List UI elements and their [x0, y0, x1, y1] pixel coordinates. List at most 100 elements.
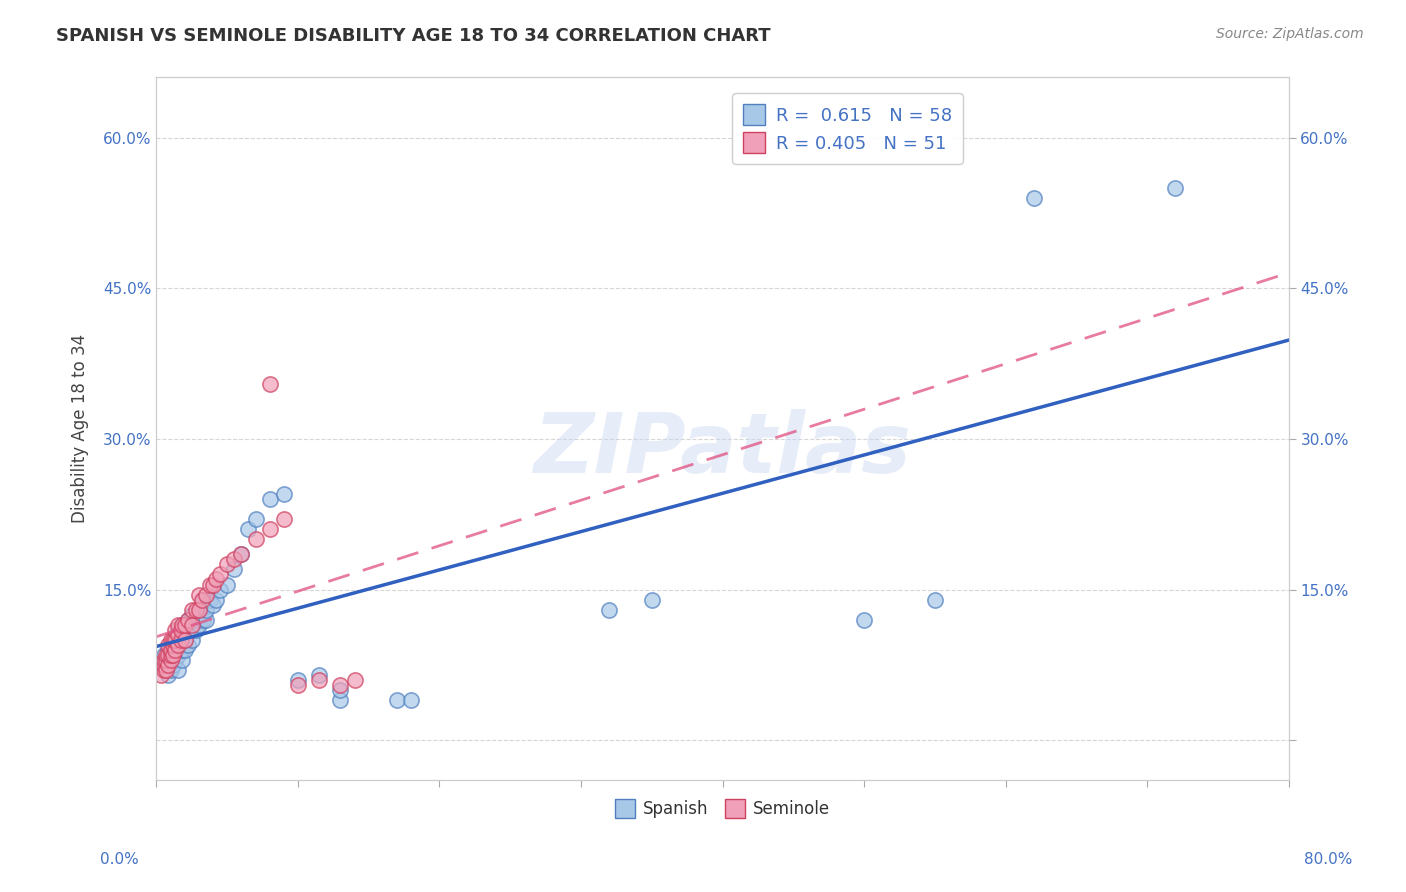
Point: [159, 638, 181, 652]
Point: [184, 623, 207, 637]
Point: [231, 548, 253, 562]
Point: [180, 607, 202, 622]
Point: [155, 663, 177, 677]
Point: [166, 638, 188, 652]
Point: [159, 653, 181, 667]
Point: [166, 648, 188, 662]
Point: [162, 642, 184, 657]
Point: [200, 577, 222, 591]
Point: [163, 638, 186, 652]
Legend: Spanish, Seminole: Spanish, Seminole: [607, 792, 837, 825]
Point: [163, 632, 186, 647]
Point: [287, 673, 309, 687]
Point: [329, 693, 352, 707]
Point: [176, 613, 198, 627]
Point: [399, 693, 422, 707]
Point: [156, 642, 179, 657]
Text: 80.0%: 80.0%: [1305, 852, 1353, 867]
Point: [163, 623, 186, 637]
Point: [217, 577, 239, 591]
Point: [166, 628, 188, 642]
Point: [200, 592, 222, 607]
Point: [187, 602, 209, 616]
Text: 0.0%: 0.0%: [100, 852, 139, 867]
Point: [193, 613, 215, 627]
Point: [162, 632, 184, 647]
Point: [195, 588, 218, 602]
Point: [176, 638, 198, 652]
Point: [169, 623, 191, 637]
Point: [180, 632, 202, 647]
Point: [195, 602, 218, 616]
Point: [205, 592, 228, 607]
Point: [162, 638, 184, 652]
Point: [184, 613, 207, 627]
Point: [152, 663, 174, 677]
Point: [156, 648, 179, 662]
Point: [170, 653, 193, 667]
Point: [173, 642, 195, 657]
Point: [191, 592, 214, 607]
Text: ZIPatlas: ZIPatlas: [533, 409, 911, 491]
Point: [176, 613, 198, 627]
Point: [187, 602, 209, 616]
Point: [176, 623, 198, 637]
Point: [598, 602, 620, 616]
Point: [184, 602, 207, 616]
Point: [224, 562, 246, 576]
Point: [195, 613, 218, 627]
Point: [163, 642, 186, 657]
Point: [152, 657, 174, 672]
Point: [245, 512, 267, 526]
Text: SPANISH VS SEMINOLE DISABILITY AGE 18 TO 34 CORRELATION CHART: SPANISH VS SEMINOLE DISABILITY AGE 18 TO…: [56, 27, 770, 45]
Point: [152, 648, 174, 662]
Point: [159, 642, 181, 657]
Point: [202, 598, 225, 612]
Point: [163, 653, 186, 667]
Point: [924, 592, 946, 607]
Point: [273, 512, 295, 526]
Point: [159, 648, 181, 662]
Point: [156, 638, 179, 652]
Point: [159, 653, 181, 667]
Point: [259, 522, 281, 536]
Point: [173, 632, 195, 647]
Point: [187, 617, 209, 632]
Point: [166, 623, 188, 637]
Point: [238, 522, 260, 536]
Text: Source: ZipAtlas.com: Source: ZipAtlas.com: [1216, 27, 1364, 41]
Point: [1164, 181, 1187, 195]
Point: [224, 552, 246, 566]
Point: [217, 558, 239, 572]
Point: [169, 632, 191, 647]
Point: [159, 632, 181, 647]
Point: [209, 582, 232, 597]
Point: [166, 617, 188, 632]
Point: [329, 678, 352, 692]
Point: [162, 648, 184, 662]
Point: [155, 657, 177, 672]
Point: [155, 653, 177, 667]
Point: [259, 492, 281, 507]
Point: [202, 577, 225, 591]
Point: [166, 663, 188, 677]
Point: [385, 693, 408, 707]
Point: [641, 592, 664, 607]
Point: [205, 573, 228, 587]
Point: [180, 602, 202, 616]
Point: [156, 668, 179, 682]
Point: [308, 668, 330, 682]
Point: [1022, 191, 1045, 205]
Point: [170, 642, 193, 657]
Point: [170, 617, 193, 632]
Point: [156, 657, 179, 672]
Point: [329, 682, 352, 697]
Point: [245, 533, 267, 547]
Point: [853, 613, 876, 627]
Point: [173, 632, 195, 647]
Point: [159, 663, 181, 677]
Point: [231, 548, 253, 562]
Point: [259, 376, 281, 391]
Point: [170, 617, 193, 632]
Point: [308, 673, 330, 687]
